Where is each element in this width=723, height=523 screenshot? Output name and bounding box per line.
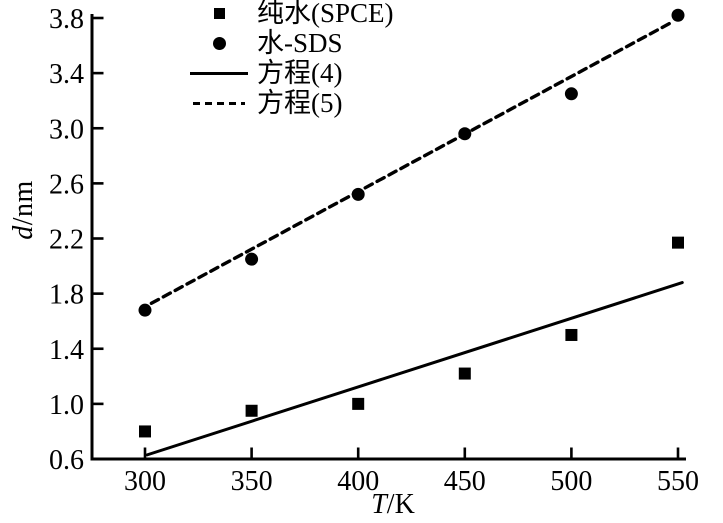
x-axis-title-unit: /K [386,489,415,520]
y-tick-label: 2.6 [49,169,84,200]
x-tick-label: 450 [444,466,486,497]
fit-line-dashed [149,21,672,305]
y-tick-label: 3.4 [49,59,84,90]
legend-item-pure-water: 纯水(SPCE) [190,0,490,28]
legend-label: 方程(4) [257,58,343,88]
legend-label: 方程(5) [257,88,343,118]
legend-label: 水-SDS [257,28,343,58]
fit-line-solid [145,281,684,457]
data-point-square [565,328,578,341]
data-point-circle [245,252,259,266]
x-tick-label: 300 [124,466,166,497]
legend-item-equation-4: 方程(4) [190,58,490,88]
x-axis-title-symbol: T [371,489,387,520]
y-axis-title: d/nm [8,180,40,240]
circle-marker-icon [212,36,226,50]
legend: 纯水(SPCE) 水-SDS 方程(4) 方程(5) [190,0,490,118]
y-axis-title-symbol: d [8,225,39,240]
legend-label: 纯水(SPCE) [257,0,394,28]
data-point-square [139,425,151,438]
y-tick-label: 1.8 [49,280,84,311]
data-point-circle [671,8,685,22]
data-point-circle [138,303,152,317]
y-axis-title-unit: /nm [8,180,39,226]
y-tick-label: 1.4 [49,335,84,366]
solid-line-icon [190,71,248,75]
x-tick-label: 500 [550,466,592,497]
y-tick-label: 1.0 [49,390,84,421]
legend-item-water-sds: 水-SDS [190,28,490,58]
legend-item-equation-5: 方程(5) [190,88,490,118]
data-point-square [672,236,684,249]
data-point-square [352,397,365,410]
y-tick-label: 2.2 [49,225,84,256]
data-point-square [245,404,258,417]
x-axis-title: T/K [371,489,415,521]
square-marker-icon [213,7,225,19]
x-tick-label: 400 [337,466,379,497]
data-point-circle [564,87,578,101]
y-tick-label: 3.8 [49,4,84,35]
x-tick-label: 350 [231,466,273,497]
y-tick-label: 0.6 [49,445,84,476]
y-tick-label: 3.0 [49,114,84,145]
data-point-square [458,367,471,380]
data-point-circle [458,127,472,141]
data-point-circle [351,187,365,201]
dashed-line-icon [193,101,245,105]
x-tick-label: 550 [657,466,699,497]
